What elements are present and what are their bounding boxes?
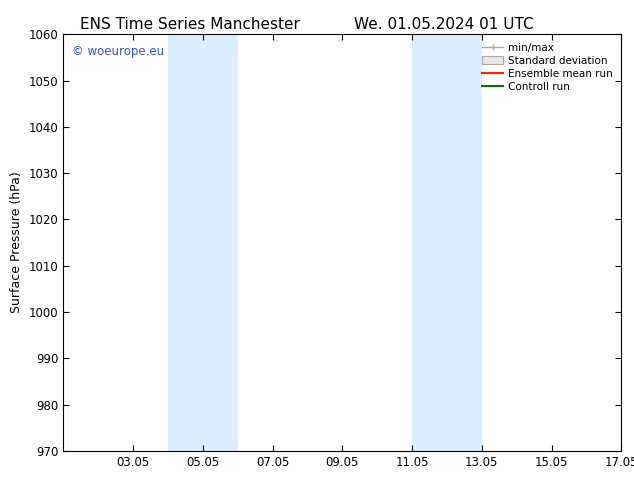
Y-axis label: Surface Pressure (hPa): Surface Pressure (hPa) xyxy=(10,172,23,314)
Bar xyxy=(412,34,482,451)
Text: © woeurope.eu: © woeurope.eu xyxy=(72,45,164,58)
Text: We. 01.05.2024 01 UTC: We. 01.05.2024 01 UTC xyxy=(354,17,534,32)
Bar xyxy=(168,34,238,451)
Legend: min/max, Standard deviation, Ensemble mean run, Controll run: min/max, Standard deviation, Ensemble me… xyxy=(479,40,616,95)
Text: ENS Time Series Manchester: ENS Time Series Manchester xyxy=(81,17,300,32)
